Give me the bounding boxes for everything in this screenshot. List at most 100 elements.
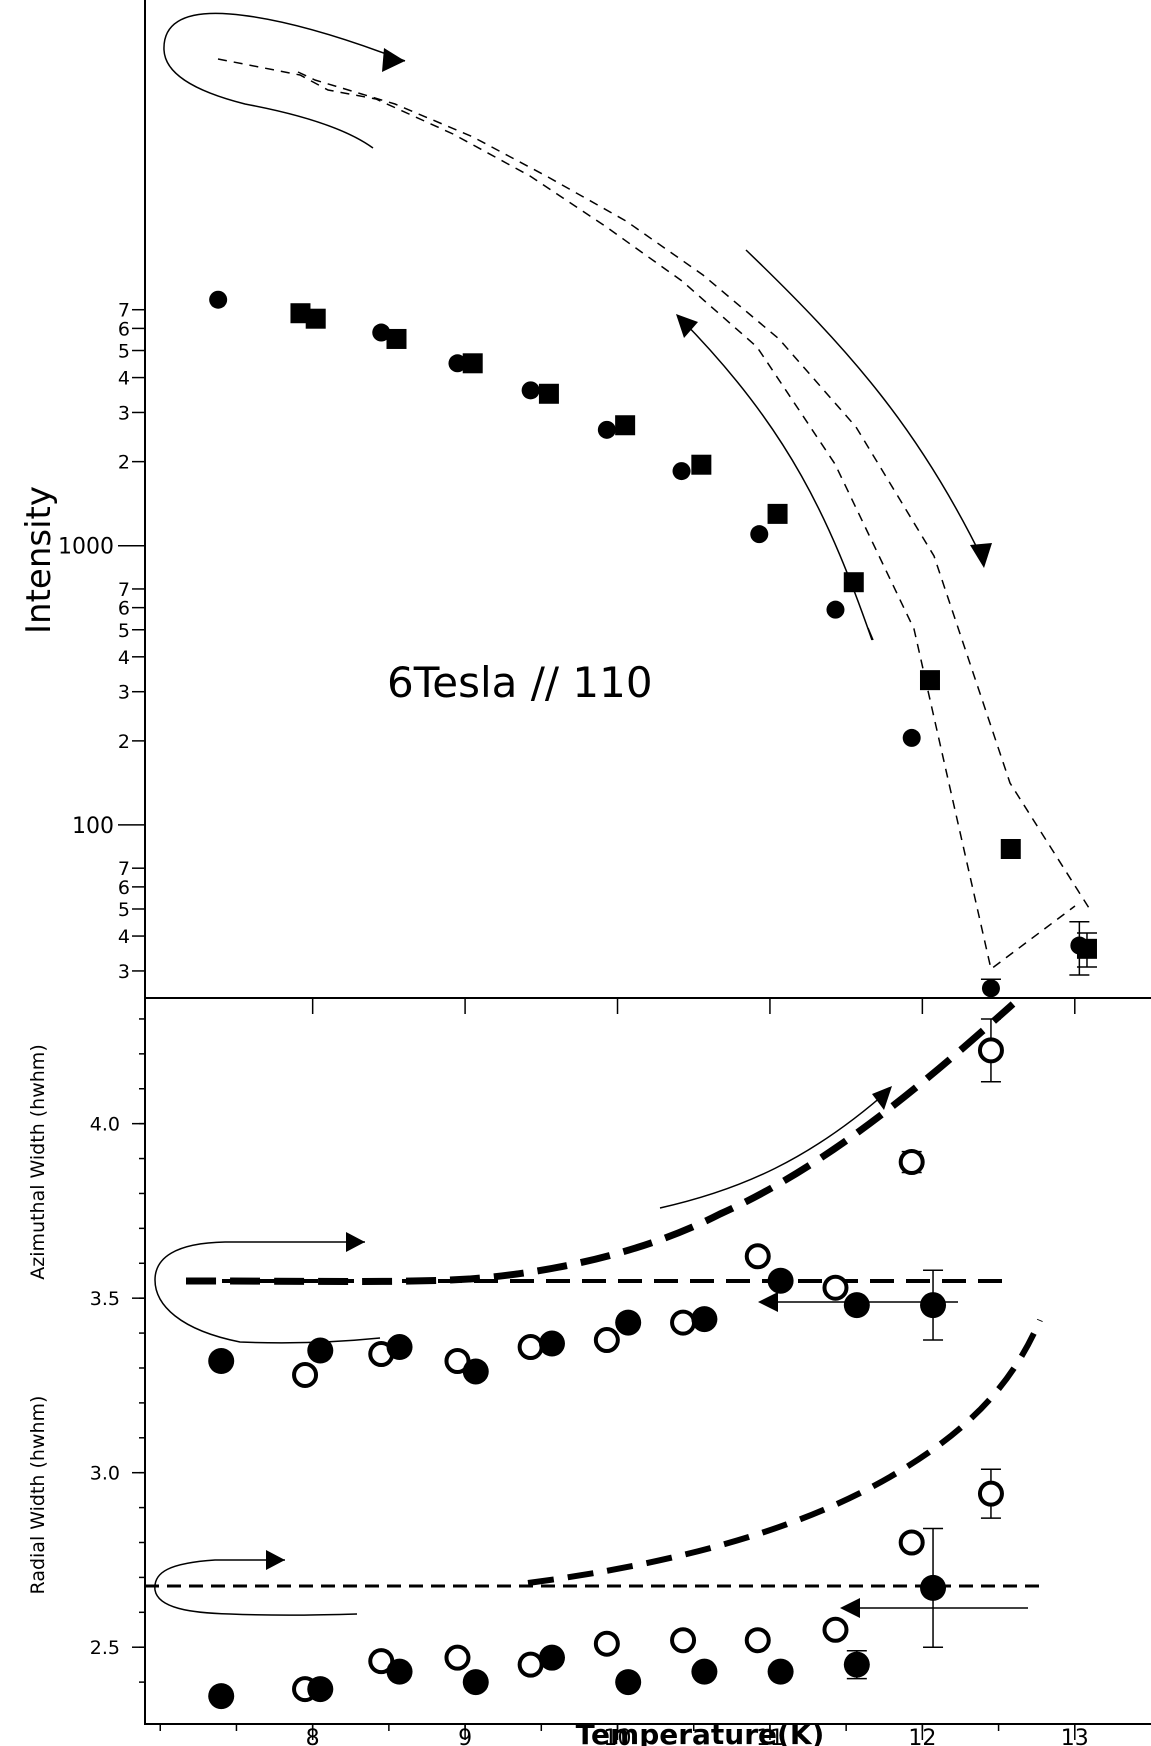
- y-tick-label: 4: [118, 926, 130, 948]
- arrowhead-icon: [840, 1598, 860, 1618]
- data-point-circle: [521, 381, 540, 400]
- data-point-square: [615, 415, 636, 436]
- heating-arrow-azimuthal: [659, 1088, 891, 1209]
- y-tick-label: 3.0: [90, 1463, 120, 1485]
- y-axis-title-azimuthal: Azimuthal Width (hwhm): [27, 1044, 49, 1279]
- intensity-guide-squares: [297, 71, 1090, 909]
- data-point-square: [538, 383, 559, 404]
- arrowhead-icon: [676, 314, 698, 338]
- data-point-square: [767, 503, 788, 524]
- y-tick-label: 3.5: [90, 1288, 120, 1310]
- radial-fit-heating: [527, 1318, 1043, 1586]
- data-point-filled-circle: [843, 1292, 870, 1319]
- data-point-open-circle: [517, 1651, 544, 1678]
- heating-arrow-top: [745, 249, 985, 563]
- data-point-filled-circle: [615, 1309, 642, 1336]
- y-tick-label: 7: [118, 579, 130, 601]
- intensity-guide-circles: [217, 58, 1076, 971]
- data-point-open-circle: [898, 1149, 925, 1176]
- y-tick-label: 3: [118, 682, 130, 704]
- y-tick-label: 3: [118, 961, 130, 983]
- x-tick-label: 12: [908, 1726, 936, 1746]
- data-point-filled-circle: [462, 1669, 489, 1696]
- arrowhead-icon: [970, 543, 992, 568]
- data-point-circle: [902, 728, 921, 747]
- data-point-open-circle: [593, 1630, 620, 1657]
- y-axis-title-radial: Radial Width (hwhm): [27, 1396, 49, 1595]
- data-point-square: [386, 328, 407, 349]
- data-point-filled-circle: [538, 1330, 565, 1357]
- data-point-filled-circle: [462, 1358, 489, 1385]
- data-point-filled-circle: [767, 1267, 794, 1294]
- y-tick-label: 3: [118, 402, 130, 424]
- y-tick-label: 7: [118, 300, 130, 322]
- data-point-filled-circle: [208, 1348, 235, 1374]
- y-tick-label: 2.5: [90, 1637, 120, 1659]
- data-point-open-circle: [977, 1480, 1004, 1507]
- data-point-circle: [826, 600, 845, 619]
- data-point-open-circle: [670, 1309, 697, 1336]
- x-axis-title: Temperature(K): [576, 1718, 825, 1746]
- data-point-square: [1076, 938, 1097, 959]
- data-point-filled-circle: [767, 1658, 794, 1685]
- y-tick-label: 5: [118, 620, 130, 642]
- data-point-filled-circle: [307, 1337, 334, 1364]
- data-point-open-circle: [517, 1334, 544, 1361]
- y-tick-label: 4: [118, 647, 130, 669]
- heating-loop-arrow: [163, 12, 406, 149]
- data-point-filled-circle: [386, 1658, 413, 1685]
- data-point-circle: [372, 323, 391, 342]
- data-point-filled-circle: [538, 1644, 565, 1671]
- y-axis-title: Intensity: [19, 486, 59, 634]
- data-point-open-circle: [822, 1274, 849, 1301]
- data-point-filled-circle: [208, 1683, 235, 1710]
- data-point-square: [290, 303, 311, 324]
- data-point-square: [305, 308, 326, 329]
- y-tick-label: 2: [118, 731, 130, 753]
- data-point-open-circle: [444, 1644, 471, 1671]
- y-tick-label: 6: [118, 877, 130, 899]
- data-point-circle: [981, 979, 1000, 998]
- data-point-circle: [209, 290, 228, 309]
- data-point-open-circle: [744, 1243, 771, 1270]
- cooling-arrow-tail: [867, 627, 874, 641]
- arrowhead-icon: [758, 1292, 778, 1312]
- data-point-filled-circle: [307, 1676, 334, 1703]
- data-point-open-circle: [292, 1361, 319, 1388]
- arrowhead-icon: [346, 1232, 365, 1252]
- data-point-circle: [750, 525, 769, 544]
- data-point-circle: [448, 354, 467, 373]
- data-point-square: [691, 454, 712, 475]
- data-point-square: [1000, 838, 1021, 859]
- arrowhead-icon: [872, 1086, 892, 1110]
- x-tick-label: 13: [1061, 1726, 1089, 1746]
- data-point-circle: [672, 462, 691, 481]
- data-point-open-circle: [977, 1037, 1004, 1064]
- y-tick-label: 6: [118, 598, 130, 620]
- y-tick-label: 6: [118, 318, 130, 340]
- azimuthal-fit-heating: [185, 1001, 1016, 1285]
- data-point-square: [843, 572, 864, 593]
- heating-loop-arrow-radial: [154, 1559, 358, 1616]
- data-point-square: [919, 670, 940, 691]
- x-tick-label: 8: [306, 1726, 320, 1746]
- data-point-open-circle: [744, 1627, 771, 1654]
- data-point-filled-circle: [691, 1658, 718, 1685]
- static-layer: [144, 0, 1151, 1725]
- x-tick-label: 11: [756, 1726, 784, 1746]
- y-tick-label: 1000: [58, 535, 114, 560]
- x-tick-label: 9: [458, 1726, 472, 1746]
- y-tick-label: 2: [118, 452, 130, 474]
- data-point-filled-circle: [615, 1669, 642, 1696]
- data-point-filled-circle: [843, 1651, 870, 1678]
- data-point-filled-circle: [386, 1334, 413, 1361]
- y-tick-label: 100: [72, 814, 114, 839]
- y-tick-label: 5: [118, 899, 130, 921]
- cooling-arrow-top: [679, 317, 873, 641]
- data-point-open-circle: [593, 1327, 620, 1354]
- arrowhead-icon: [266, 1550, 285, 1570]
- y-tick-label: 4.0: [90, 1114, 120, 1136]
